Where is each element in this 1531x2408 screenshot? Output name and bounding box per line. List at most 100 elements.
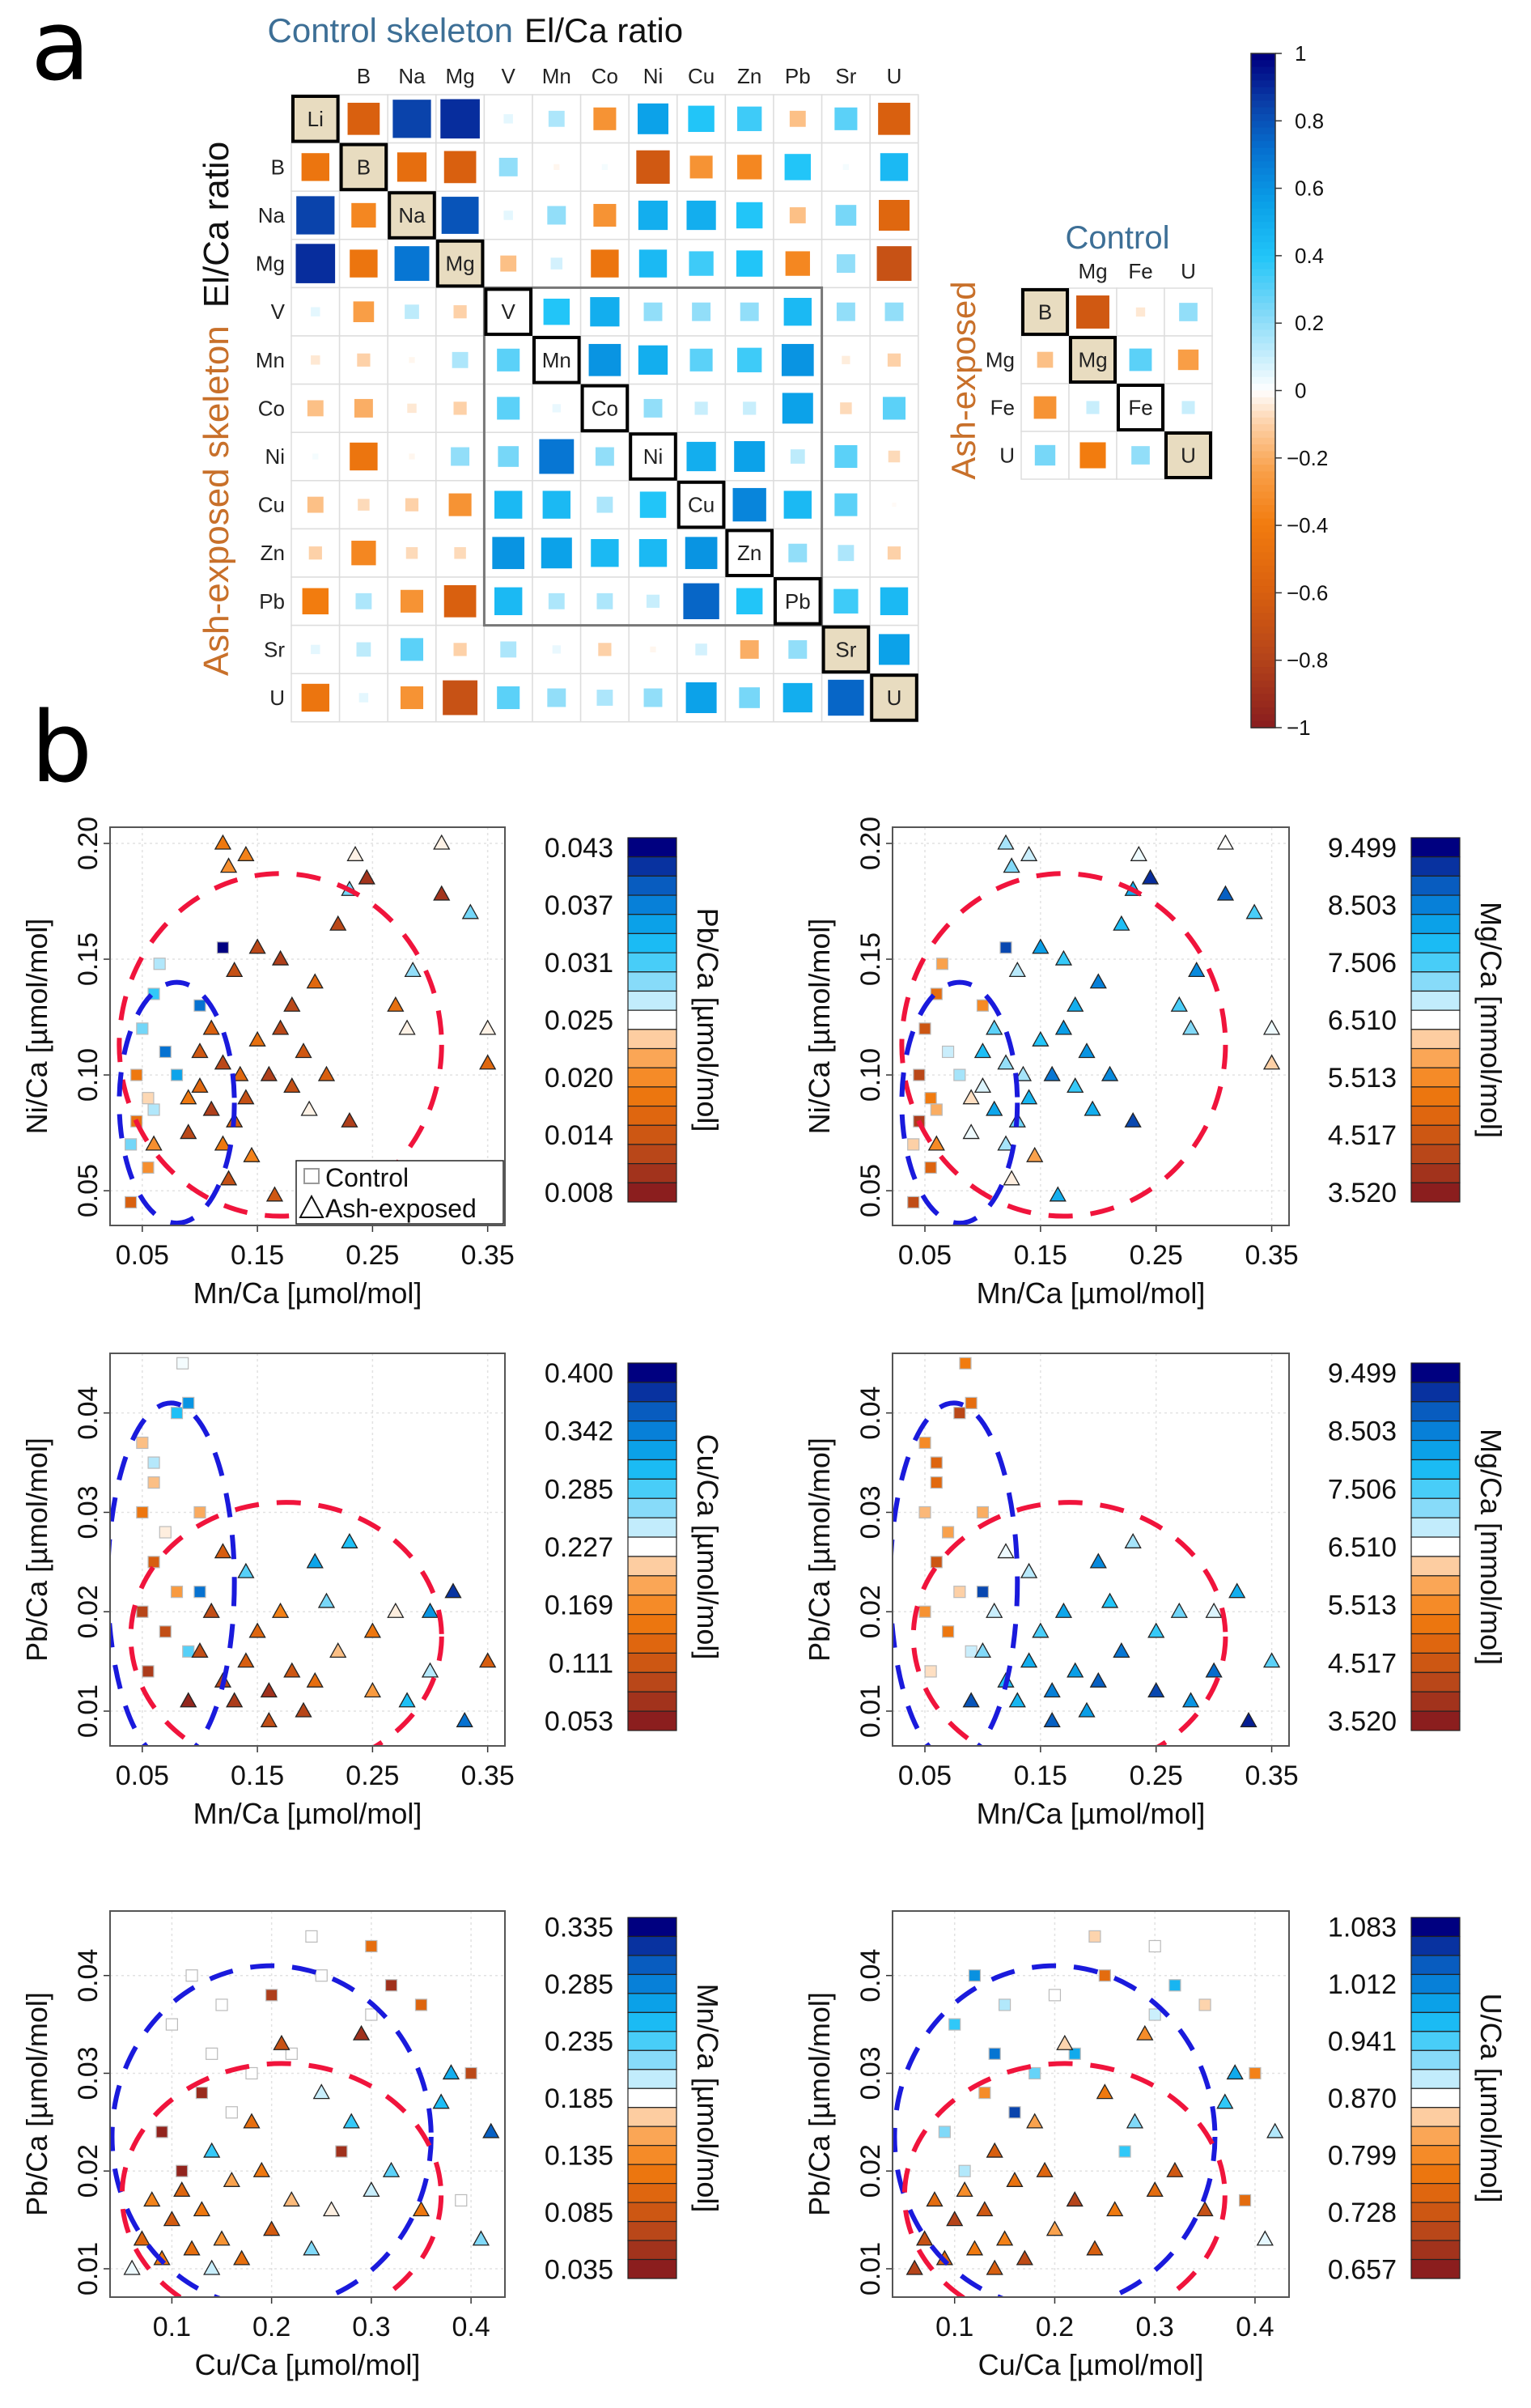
data-point-ash-exposed [237, 845, 255, 861]
points-layer [893, 1930, 1284, 2297]
data-point-ash-exposed [203, 2259, 221, 2275]
data-point-ash-exposed [1113, 915, 1130, 931]
data-point-ash-exposed [214, 1135, 232, 1151]
colorbar-segment [1251, 100, 1275, 108]
matrix-ylabel-ratio: El/Ca ratio [197, 142, 236, 308]
data-point-ash-exposed [962, 1123, 980, 1140]
data-point-control [455, 2194, 468, 2207]
colorbar-bin [627, 1691, 677, 1712]
data-point-ash-exposed [1181, 1692, 1200, 1708]
correlation-square [790, 449, 805, 464]
colorbar-bin [627, 1536, 677, 1557]
data-point-ash-exposed [180, 1089, 197, 1105]
panel-label-a: a [31, 0, 91, 103]
data-point-ash-exposed [237, 1652, 255, 1668]
data-point-control [965, 1396, 978, 1409]
matrix-cell [628, 94, 678, 144]
colorbar-label: Pb/Ca [µmol/mol] [691, 908, 724, 1132]
confidence-ellipse-control [899, 979, 1020, 1225]
colorbar-tick-label: 0.037 [545, 890, 613, 921]
colorbar-bin [627, 1973, 677, 1994]
colorbar-bin [1410, 2107, 1461, 2127]
colorbar-segment [1251, 538, 1275, 546]
correlation-square [547, 206, 566, 225]
correlation-square [646, 594, 660, 608]
colorbar-label: U/Ca [µmol/mol] [1474, 1994, 1508, 2203]
colorbar-tick-label: 9.499 [1328, 833, 1397, 864]
data-point-control [176, 2164, 189, 2177]
colorbar-segment [1251, 174, 1275, 183]
small-matrix-ylabel: Ash-exposed [944, 281, 982, 479]
colorbar-tick-label: 0.025 [545, 1005, 613, 1036]
data-point-control [930, 1456, 943, 1469]
correlation-square [643, 398, 663, 418]
colorbar-segment [1251, 437, 1275, 445]
diagonal-cell [339, 142, 388, 192]
data-point-ash-exposed [398, 1019, 416, 1035]
colorbar-tick-label: 7.506 [1328, 948, 1397, 979]
data-point-control [147, 1556, 160, 1569]
diagonal-label: Fe [1128, 396, 1152, 420]
data-point-ash-exposed [145, 1135, 163, 1151]
scatter-plot-1: 0.05 0.15 0.25 0.35 0.05 0.10 0.15 0.20 Mn/Ca [µ… [20, 817, 724, 1310]
colorbar-tick-label: −0.4 [1287, 513, 1328, 537]
colorbar-segment [1251, 235, 1275, 244]
colorbar-bin [1410, 2240, 1461, 2261]
colorbar-segment [1251, 390, 1275, 398]
matrix-cell [628, 673, 678, 723]
data-point-control [1198, 1998, 1211, 2011]
data-point-ash-exposed [1008, 962, 1026, 977]
colorbar-segment [1251, 505, 1275, 513]
colorbar-bin [1410, 875, 1461, 896]
data-point-ash-exposed [442, 2064, 460, 2080]
colorbar-segment [1251, 208, 1275, 216]
row-label: Cu [258, 493, 285, 517]
correlation-square [1179, 303, 1198, 321]
points-layer [110, 1357, 497, 1746]
data-point-control [1238, 2194, 1252, 2207]
data-point-ash-exposed [231, 1065, 249, 1081]
correlation-square [1037, 351, 1054, 368]
colorbar-bin [1410, 1575, 1461, 1596]
data-point-control [155, 2126, 168, 2138]
correlation-square [638, 249, 668, 278]
correlation-square [840, 402, 852, 414]
data-point-control [285, 2047, 298, 2060]
data-point-ash-exposed [421, 1602, 439, 1618]
colorbar-bin [1410, 1362, 1461, 1383]
correlation-square [302, 588, 329, 615]
colorbar-segment [1251, 214, 1275, 223]
x-tick-label: 0.15 [1014, 1760, 1067, 1791]
data-point-ash-exposed [915, 2230, 934, 2246]
colorbar-bin [1410, 1163, 1461, 1183]
diagonal-cell [1117, 384, 1164, 431]
data-point-ash-exposed [997, 834, 1015, 850]
data-point-control [999, 941, 1012, 954]
data-point-ash-exposed [237, 1562, 255, 1578]
colorbar-tick-label: 5.513 [1328, 1590, 1397, 1621]
colorbar-bin [627, 1710, 677, 1731]
correlation-square [834, 444, 858, 469]
correlation-square [650, 646, 656, 653]
colorbar-tick-label: 0.342 [545, 1416, 613, 1447]
data-point-control [965, 1645, 978, 1658]
diagonal-label: Mn [542, 348, 571, 372]
colorbar-bin [627, 971, 677, 992]
correlation-square [876, 246, 912, 282]
colorbar: 1.083 1.012 0.941 0.870 0.799 0.728 0.657 U/Ca … [1328, 1913, 1508, 2286]
data-point-ash-exposed [1020, 845, 1038, 861]
diagonal-cell [1069, 336, 1117, 384]
data-point-control [142, 1665, 155, 1678]
colorbar-bin [1410, 2087, 1461, 2109]
data-point-control [918, 1506, 931, 1519]
correlation-square [448, 493, 472, 516]
colorbar-bin [627, 2258, 677, 2279]
colorbar-segment [1251, 228, 1275, 236]
x-tick-label: 0.2 [1036, 2312, 1074, 2342]
colorbar-bin [1410, 2049, 1461, 2070]
correlation-square [740, 639, 759, 659]
data-point-control [142, 1092, 155, 1105]
colorbar-segment [1251, 532, 1275, 540]
colorbar-segment [1251, 181, 1275, 189]
colorbar-segment [1251, 397, 1275, 405]
